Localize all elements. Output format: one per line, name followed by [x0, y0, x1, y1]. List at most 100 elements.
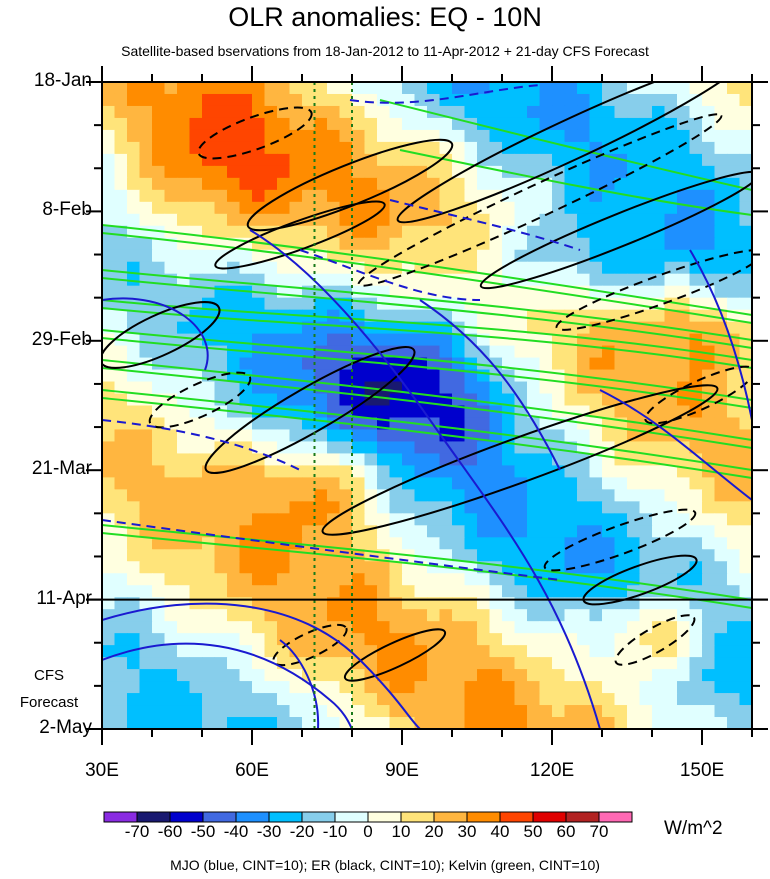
field-cell [277, 261, 291, 275]
field-cell [389, 129, 403, 143]
field-cell [364, 453, 378, 467]
er-contour [555, 249, 752, 331]
field-cell [602, 177, 616, 191]
field-cell [252, 297, 266, 311]
field-cell [527, 681, 541, 694]
field-cell [414, 177, 428, 191]
field-cell [739, 681, 752, 694]
field-cell [489, 717, 503, 729]
field-cell [702, 261, 716, 275]
field-cell [214, 537, 228, 550]
field-cell [377, 309, 391, 323]
field-cell [239, 117, 253, 131]
field-cell [402, 525, 416, 538]
field-cell [477, 93, 491, 107]
field-cell [464, 477, 478, 490]
y-tick-label: 2-May [39, 717, 92, 738]
colorbar-swatch [169, 811, 204, 823]
field-cell [564, 273, 578, 287]
field-cell [652, 82, 666, 95]
field-cell [489, 333, 503, 347]
colorbar-label: 60 [556, 822, 576, 841]
colorbar-label: 40 [490, 822, 510, 841]
field-cell [202, 417, 216, 431]
field-cell [189, 657, 203, 670]
field-cell [727, 621, 741, 634]
field-cell [164, 285, 178, 299]
field-cell [364, 645, 378, 658]
field-cell [589, 201, 603, 215]
field-cell [464, 693, 478, 706]
field-cell [439, 525, 453, 538]
field-cell [564, 381, 578, 395]
field-cell [202, 393, 216, 407]
field-cell [714, 177, 728, 191]
mjo-contour [299, 249, 481, 301]
y-tick-label: 29-Feb [31, 328, 92, 350]
field-cell [239, 561, 253, 574]
field-cell [364, 561, 378, 574]
field-cell [627, 465, 641, 478]
field-cell [327, 657, 341, 670]
field-cell [339, 117, 353, 131]
field-cell [739, 477, 752, 490]
field-cell [677, 501, 691, 514]
field-cell [264, 297, 278, 311]
field-cell [614, 681, 628, 694]
field-cell [714, 573, 728, 586]
field-cell [377, 621, 391, 634]
field-cell [139, 93, 153, 107]
field-cell [227, 441, 241, 455]
field-cell [502, 501, 516, 514]
field-cell [714, 561, 728, 574]
field-cell [652, 369, 666, 383]
field-cell [739, 645, 752, 658]
field-cell [427, 633, 441, 646]
field-cell [527, 261, 541, 275]
field-cell [177, 177, 191, 191]
field-cell [302, 333, 316, 347]
field-cell [702, 93, 716, 107]
field-cell [427, 273, 441, 287]
field-cell [102, 393, 116, 407]
field-cell [239, 621, 253, 634]
field-cell [202, 477, 216, 490]
field-cell [514, 489, 528, 502]
field-cell [402, 117, 416, 131]
field-cell [627, 273, 641, 287]
field-cell [252, 657, 266, 670]
kelvin-contour [102, 224, 752, 316]
field-cell [727, 705, 741, 718]
field-cell [277, 237, 291, 251]
field-cell [377, 717, 391, 729]
field-cell [114, 141, 128, 155]
field-cell [452, 333, 466, 347]
field-cell [627, 249, 641, 263]
field-cell [289, 165, 303, 179]
field-cell [352, 105, 366, 119]
field-cell [302, 105, 316, 119]
field-cell [439, 705, 453, 718]
field-cell [452, 609, 466, 622]
field-cell [714, 513, 728, 526]
field-cell [602, 717, 616, 729]
field-cell [239, 297, 253, 311]
field-cell [664, 237, 678, 251]
field-cell [464, 645, 478, 658]
field-cell [614, 369, 628, 383]
field-cell [127, 489, 141, 502]
field-cell [289, 261, 303, 275]
field-cell [352, 441, 366, 455]
field-cell [339, 321, 353, 335]
field-cell [714, 717, 728, 729]
field-cell [264, 153, 278, 167]
field-cell [252, 681, 266, 694]
field-cell [277, 453, 291, 467]
field-cell [377, 693, 391, 706]
field-cell [139, 153, 153, 167]
colorbar-units: W/m^2 [664, 818, 723, 839]
mjo-contour [102, 297, 209, 371]
field-cell [739, 561, 752, 574]
field-cell [227, 129, 241, 143]
field-cell [189, 669, 203, 682]
